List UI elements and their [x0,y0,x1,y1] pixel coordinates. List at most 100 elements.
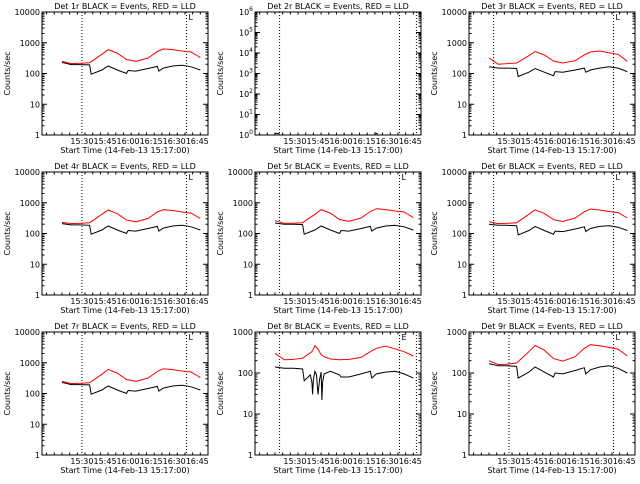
series-line [488,363,628,379]
y-axis-label: Counts/sec [216,211,225,255]
y-tick-label: 102 [239,88,253,99]
chart-svg: Det 6r BLACK = Events, RED = LLD 1 10 100 10… [430,162,636,315]
x-tick-label: 15:30 [284,457,307,466]
y-tick-label: 100 [451,369,466,378]
x-tick-label: 16:00 [330,457,353,466]
x-axis-label: Start Time (14-Feb-13 15:17:00) [487,306,616,315]
y-axis-label: Counts/sec [3,51,12,95]
x-tick-label: 16:30 [376,457,399,466]
x-tick-label: 16:45 [186,137,209,146]
detector-panel: Det 9r BLACK = Events, RED = LLD 1 10 100 10… [427,320,640,480]
y-tick-label: 1000 [446,328,466,337]
x-tick-label: 16:30 [376,137,399,146]
x-axis-label: Start Time (14-Feb-13 15:17:00) [274,466,403,475]
x-tick-label: 15:30 [497,137,520,146]
x-tick-label: 15:45 [93,137,116,146]
y-tick-label: 10000 [228,168,253,177]
x-tick-label: 16:45 [612,457,635,466]
attenuator-marker-label: E [402,333,407,342]
x-tick-label: 15:30 [284,137,307,146]
y-axis-label: Counts/sec [216,371,225,415]
x-tick-label: 16:45 [612,137,635,146]
x-tick-label: 15:30 [497,297,520,306]
chart-svg: Det 3r BLACK = Events, RED = LLD 1 10 100 10… [430,2,636,155]
chart-svg: Det 1r BLACK = Events, RED = LLD 1 10 100 10… [3,2,209,155]
chart-title: Det 5r BLACK = Events, RED = LLD [268,162,410,171]
y-axis-label: Counts/sec [3,371,12,415]
attenuator-marker-label: L [615,333,620,342]
x-tick-label: 15:30 [70,297,93,306]
x-tick-label: 16:45 [399,137,422,146]
x-axis-label: Start Time (14-Feb-13 15:17:00) [274,146,403,155]
x-tick-label: 16:30 [589,297,612,306]
x-tick-label: 16:30 [589,137,612,146]
x-tick-label: 16:15 [140,297,163,306]
x-tick-label: 15:45 [93,457,116,466]
detector-panel: Det 7r BLACK = Events, RED = LLD 1 10 100 10… [0,320,213,480]
series-line [275,132,281,135]
y-tick-label: 1000 [446,39,466,48]
y-tick-label: 1000 [20,359,40,368]
y-tick-label: 10 [456,260,466,269]
detector-panel: Det 6r BLACK = Events, RED = LLD 1 10 100 10… [427,160,640,320]
series-line [374,132,379,135]
chart-title: Det 7r BLACK = Events, RED = LLD [54,322,196,331]
y-tick-label: 10000 [441,8,466,17]
y-tick-label: 1 [462,131,467,140]
x-tick-label: 15:30 [70,137,93,146]
y-tick-label: 1 [462,291,467,300]
x-tick-label: 15:45 [307,297,330,306]
x-axis-label: Start Time (14-Feb-13 15:17:00) [60,306,189,315]
chart-title: Det 3r BLACK = Events, RED = LLD [481,2,623,11]
y-tick-label: 10 [456,100,466,109]
y-tick-label: 1 [35,131,40,140]
x-tick-label: 15:30 [70,457,93,466]
x-tick-label: 16:15 [566,457,589,466]
x-tick-label: 16:30 [376,297,399,306]
x-axis-label: Start Time (14-Feb-13 15:17:00) [487,466,616,475]
x-tick-label: 16:00 [543,297,566,306]
x-tick-label: 16:30 [589,457,612,466]
series-line [61,368,201,385]
x-axis-label: Start Time (14-Feb-13 15:17:00) [60,146,189,155]
chart-svg: Det 5r BLACK = Events, RED = LLD 1 10 100 10… [216,162,422,315]
chart-title: Det 9r BLACK = Events, RED = LLD [481,322,623,331]
series-line [61,209,201,225]
x-tick-label: 16:00 [117,457,140,466]
x-tick-label: 16:30 [163,137,186,146]
y-tick-label: 10 [456,410,466,419]
y-tick-label: 1000 [20,39,40,48]
x-tick-label: 16:30 [163,297,186,306]
x-tick-label: 16:45 [612,297,635,306]
x-tick-label: 16:45 [399,297,422,306]
y-tick-label: 1000 [233,199,253,208]
x-axis-label: Start Time (14-Feb-13 15:17:00) [487,146,616,155]
x-tick-label: 16:00 [117,137,140,146]
series-line [61,381,201,395]
y-tick-label: 100 [239,129,253,140]
plot-frame [41,171,209,296]
x-tick-label: 15:45 [520,297,543,306]
y-tick-label: 10000 [441,168,466,177]
detector-panel: Det 8r BLACK = Events, RED = LLD 1 10 100 10… [213,320,426,480]
attenuator-marker-label: L [615,173,620,182]
x-axis-label: Start Time (14-Feb-13 15:17:00) [274,306,403,315]
y-tick-label: 100 [238,230,253,239]
y-tick-label: 10000 [15,168,40,177]
y-tick-label: 10 [30,100,40,109]
y-tick-label: 1 [248,451,253,460]
series-line [488,344,628,366]
series-line [488,223,628,236]
y-tick-label: 100 [238,369,253,378]
y-tick-label: 101 [239,109,253,120]
series-line [488,66,628,78]
x-tick-label: 16:15 [140,137,163,146]
x-tick-label: 15:45 [307,137,330,146]
chart-title: Det 4r BLACK = Events, RED = LLD [54,162,196,171]
detector-panel: Det 2r BLACK = Events, RED = LLD 100 101 10… [213,0,426,160]
y-tick-label: 100 [451,70,466,79]
x-tick-label: 16:15 [353,137,376,146]
chart-svg: Det 8r BLACK = Events, RED = LLD 1 10 100 10… [216,322,422,475]
x-tick-label: 16:45 [186,457,209,466]
y-tick-label: 100 [25,390,40,399]
